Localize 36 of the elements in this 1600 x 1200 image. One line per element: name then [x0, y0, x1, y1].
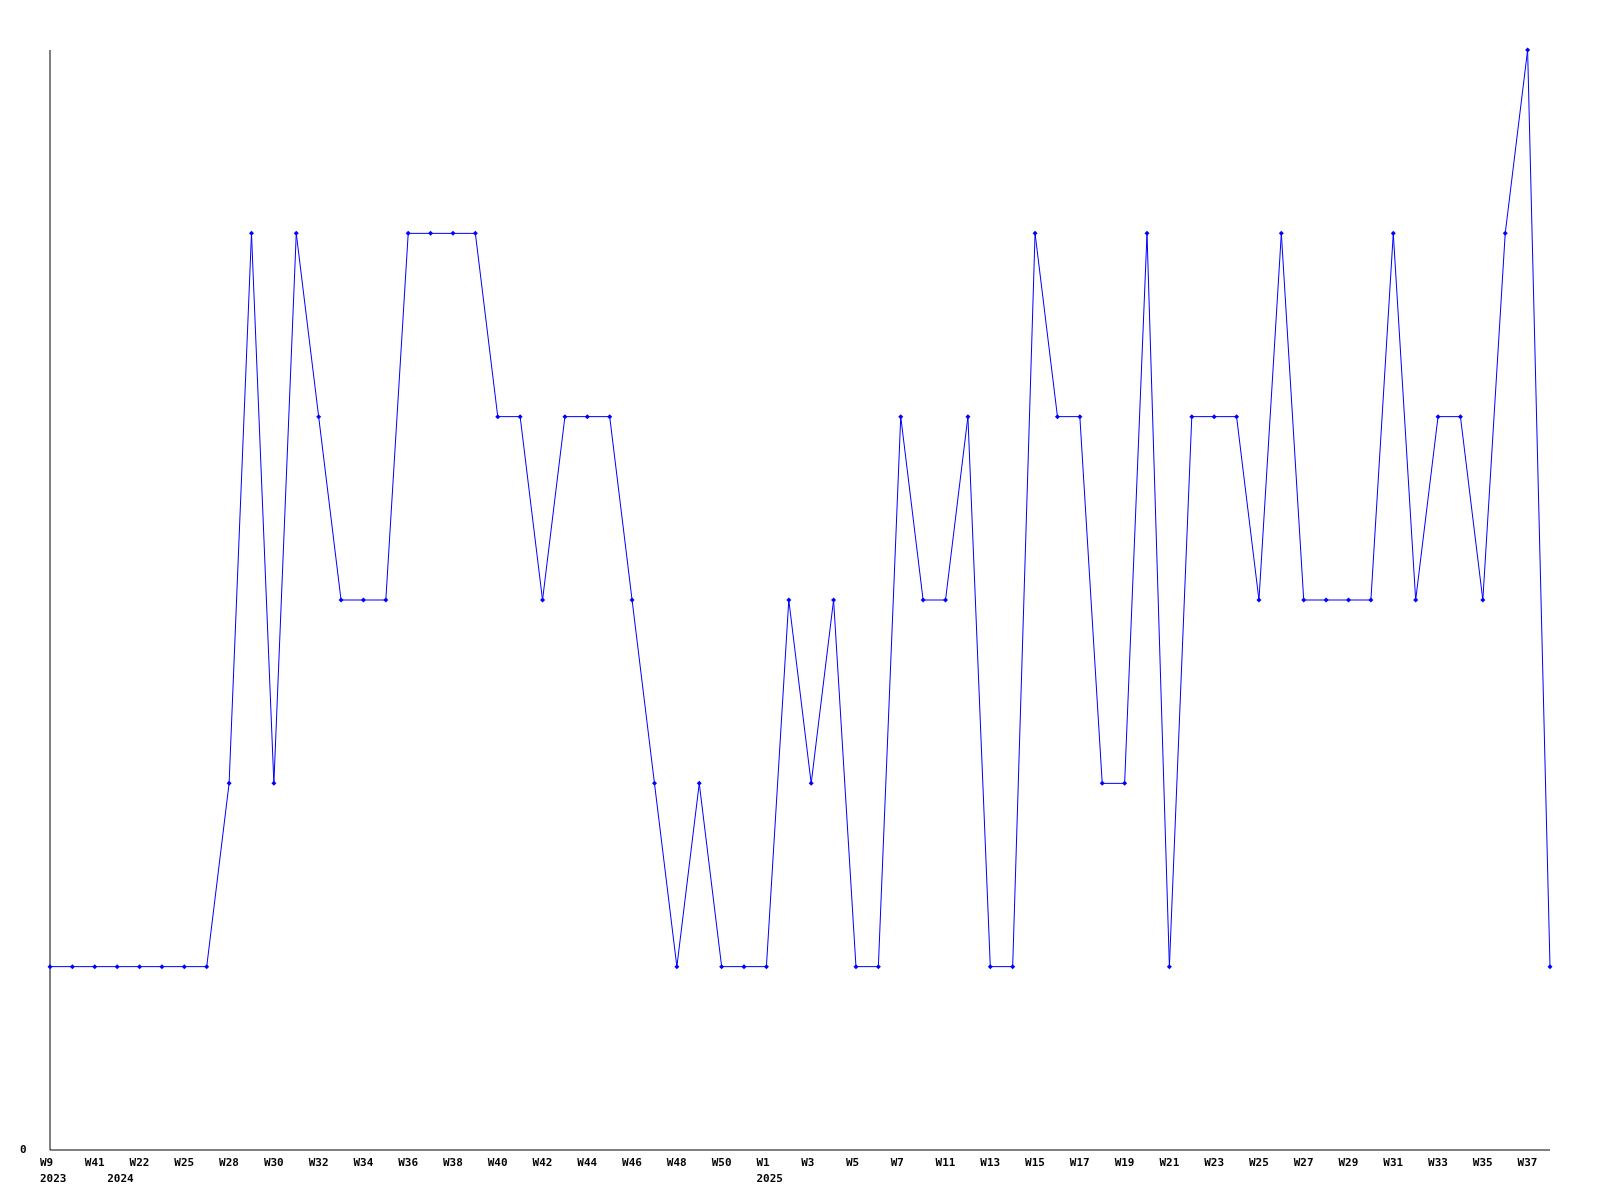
x-tick-label: W27 [1293, 1156, 1314, 1169]
x-tick-label: W29 [1338, 1156, 1359, 1169]
x-tick-label: W46 [622, 1156, 643, 1169]
x-tick-label: W23 [1204, 1156, 1225, 1169]
x-tick-label: W41 [84, 1156, 106, 1169]
x-tick-label: W33 [1428, 1156, 1448, 1169]
x-tick-label: W13 [980, 1156, 1001, 1169]
x-tick-label: 2024 [107, 1172, 135, 1185]
x-tick-label: W19 [1114, 1156, 1135, 1169]
x-tick-label: W15 [1025, 1156, 1045, 1169]
x-tick-label: W48 [666, 1156, 687, 1169]
x-tick-label: W36 [398, 1156, 419, 1169]
x-tick-label: W42 [532, 1156, 553, 1169]
x-tick-label: W38 [442, 1156, 463, 1169]
text: 0 [20, 1143, 27, 1156]
x-tick-label: W25 [1248, 1156, 1269, 1169]
x-tick-label: W35 [1472, 1156, 1493, 1169]
x-tick-label: W25 [174, 1156, 195, 1169]
x-tick-label: W22 [129, 1156, 150, 1169]
x-tick-label: W32 [308, 1156, 329, 1169]
x-tick-label: W40 [487, 1156, 508, 1169]
x-tick-label: W34 [353, 1156, 374, 1169]
x-tick-label: W21 [1159, 1156, 1180, 1169]
x-tick-label: W37 [1517, 1156, 1538, 1169]
x-tick-label: W11 [935, 1156, 956, 1169]
x-tick-label: W3 [801, 1156, 815, 1169]
x-tick-label: W30 [263, 1156, 284, 1169]
x-tick-label: W17 [1069, 1156, 1090, 1169]
x-tick-label: W28 [219, 1156, 239, 1169]
x-tick-label: W50 [711, 1156, 732, 1169]
x-tick-label: W44 [577, 1156, 598, 1169]
x-tick-label: W7 [890, 1156, 904, 1169]
x-tick-label: W1 2025 [756, 1156, 783, 1185]
x-tick-label: W31 [1383, 1156, 1404, 1169]
x-tick-label: W5 [845, 1156, 860, 1169]
x-tick-label: W9 2023 [40, 1156, 67, 1185]
